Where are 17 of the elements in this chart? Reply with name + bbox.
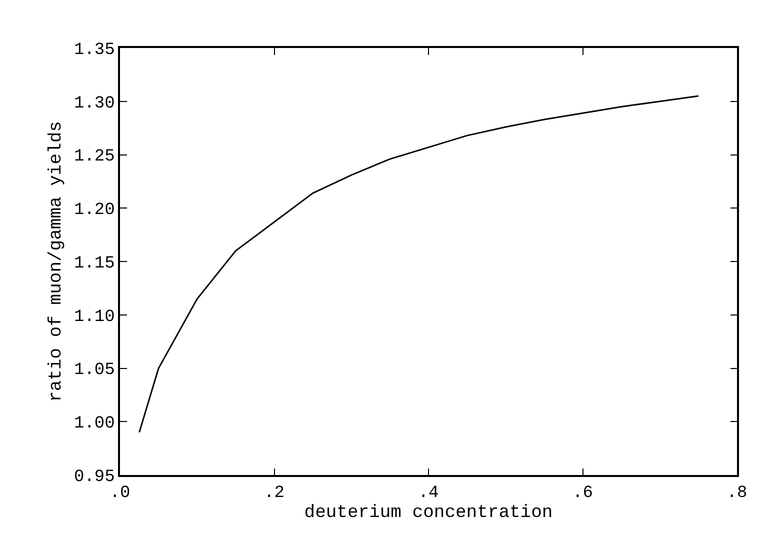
y-axis-title: ratio of muon/gamma yields xyxy=(46,121,67,402)
x-tick-label: .4 xyxy=(418,484,439,504)
y-tick-label: 1.15 xyxy=(74,254,115,274)
x-tick-label: .0 xyxy=(110,484,130,504)
y-tick-label: 0.95 xyxy=(74,468,115,487)
y-tick-label: 1.00 xyxy=(74,414,115,434)
y-tick-label: 1.20 xyxy=(74,201,115,220)
y-tick-label: 1.25 xyxy=(74,148,115,167)
x-axis-title: deuterium concentration xyxy=(304,503,553,524)
x-tick-label: .2 xyxy=(264,484,284,504)
y-tick-label: 1.10 xyxy=(74,308,115,327)
x-tick-label: .6 xyxy=(572,484,593,504)
y-tick-label: 1.30 xyxy=(74,94,115,114)
y-tick-label: 1.35 xyxy=(74,40,115,60)
y-tick-label: 1.05 xyxy=(74,361,115,380)
line-series xyxy=(138,95,700,434)
x-tick-label: .8 xyxy=(726,484,748,504)
